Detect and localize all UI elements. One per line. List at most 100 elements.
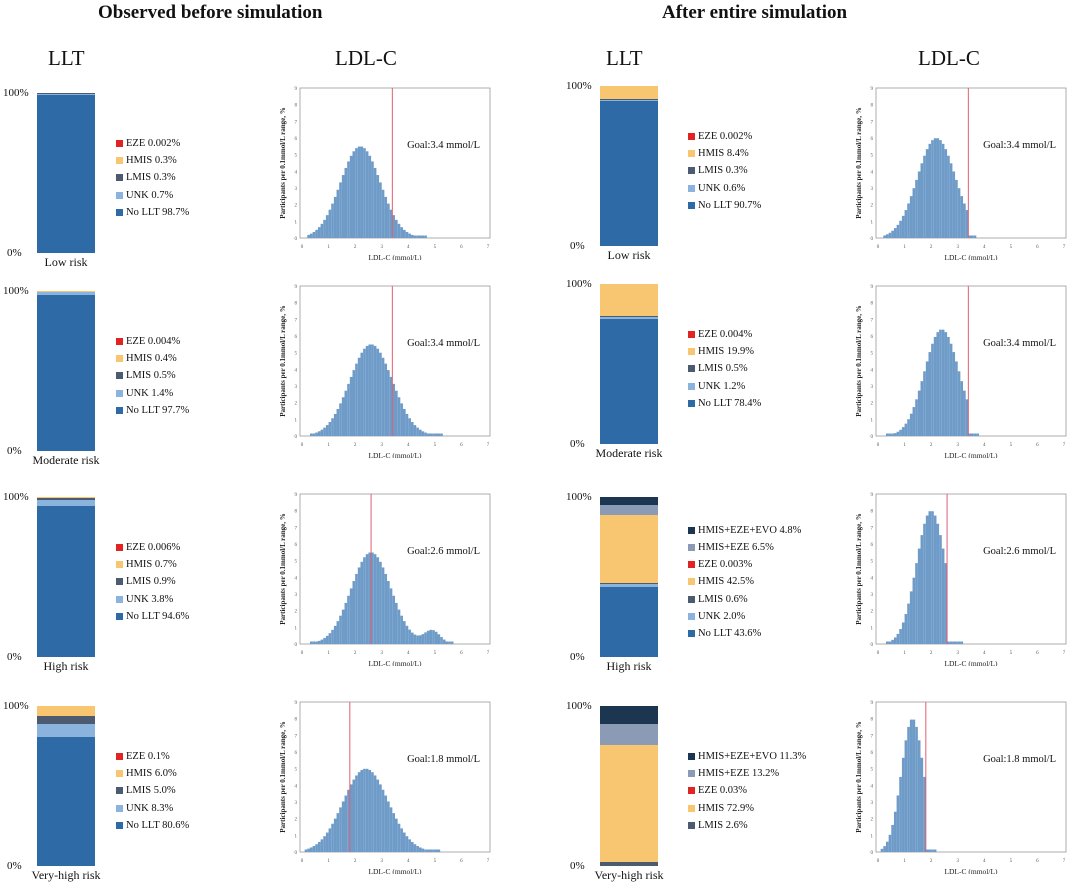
histogram-bar [440, 433, 443, 436]
y-tick-label: 4 [295, 784, 298, 789]
legend-label: EZE 0.03% [698, 785, 747, 797]
bar-segment-no-llt [37, 505, 95, 657]
axis-label-0: 0% [7, 445, 22, 457]
y-axis-label: Participants per 0.1mmol/L range, % [855, 721, 863, 832]
histogram-bar [328, 828, 332, 852]
legend-swatch [116, 191, 123, 199]
histogram-bar [395, 818, 398, 852]
histogram-bar [352, 370, 356, 436]
legend-swatch [688, 184, 695, 192]
goal-label: Goal:1.8 mmol/L [983, 754, 1056, 765]
histogram-bar [309, 433, 313, 436]
x-tick-label: 3 [380, 443, 383, 448]
x-tick-label: 2 [354, 651, 357, 656]
legend-swatch [688, 382, 695, 390]
histogram-bar [917, 171, 921, 238]
axis-label-100: 100% [3, 491, 29, 503]
ldl-histogram: 0 1 2 3 4 5 6 7 0 1 2 3 4 5 6 7 8 9 Goal:3.4 mmol/L LDL-C (… [279, 285, 491, 458]
x-tick-label: 7 [487, 443, 490, 448]
histogram-bar [389, 376, 393, 436]
legend-swatch [116, 753, 123, 761]
histogram-bar [373, 167, 377, 238]
x-tick-label: 3 [380, 859, 383, 864]
goal-label: Goal:3.4 mmol/L [407, 338, 480, 349]
histogram-bar [344, 167, 348, 238]
histogram-bar [933, 336, 937, 436]
legend-swatch [688, 595, 695, 603]
histogram-bar [312, 641, 316, 644]
bar-segment-no-llt [37, 294, 95, 451]
legend: EZE 0.004% HMIS 0.4% LMIS 0.5% UNK 1.4% No L… [116, 333, 189, 419]
y-tick-label: 4 [871, 368, 874, 373]
histogram-bar [912, 577, 916, 644]
y-tick-label: 8 [295, 718, 298, 723]
stacked-bar [37, 93, 95, 253]
y-tick-label: 1 [295, 626, 298, 631]
histogram-bar [413, 634, 417, 644]
histogram-bar [434, 631, 438, 644]
histogram-bar [400, 403, 403, 436]
histogram-bar [925, 361, 929, 436]
histogram-bar [320, 839, 324, 852]
legend-item: EZE 0.002% [688, 128, 761, 145]
histogram-bar [363, 148, 366, 238]
histogram-bar [402, 621, 406, 644]
x-tick-label: 4 [407, 443, 410, 448]
y-tick-label: 6 [295, 137, 298, 142]
histogram-bar [402, 408, 406, 436]
legend-item: EZE 0.1% [116, 748, 189, 765]
histogram-bar [368, 769, 372, 852]
x-tick-label: 0 [877, 245, 880, 250]
axis-label-100: 100% [566, 491, 592, 503]
bar-segment-unk [600, 316, 658, 319]
bar-segment-no-llt [37, 737, 95, 866]
risk-label: Moderate risk [595, 446, 663, 460]
histogram-bar [920, 535, 924, 644]
legend-swatch [116, 389, 123, 397]
bar-segment-hmis [600, 284, 658, 316]
legend-swatch [688, 365, 695, 373]
legend-swatch [116, 406, 123, 414]
legend: EZE 0.002% HMIS 8.4% LMIS 0.3% UNK 0.6% No L… [688, 128, 761, 214]
legend-item: HMIS+EZE 6.5% [688, 539, 801, 556]
y-tick-label: 0 [295, 643, 298, 648]
histogram-bar [392, 595, 395, 644]
legend-label: HMIS+EZE+EVO 11.3% [698, 751, 807, 763]
x-tick-label: 6 [1036, 859, 1039, 864]
y-tick-label: 8 [295, 510, 298, 515]
histogram-bar [904, 423, 908, 436]
histogram-bar [424, 235, 427, 238]
legend-swatch [688, 544, 695, 552]
legend-item: No LLT 94.6% [116, 608, 189, 625]
axis-label-0: 0% [570, 860, 585, 872]
histogram-bar [392, 813, 395, 852]
histogram-bar [901, 427, 905, 436]
histogram-bar [923, 155, 926, 238]
histogram-bar [896, 224, 900, 238]
x-tick-label: 0 [877, 859, 880, 864]
legend-label: HMIS 6.0% [126, 768, 177, 780]
bar-segment-hmis [37, 497, 95, 499]
histogram-bar [317, 431, 321, 436]
histogram-bar [408, 233, 411, 238]
histogram-bar [928, 849, 932, 852]
histogram-bar [907, 603, 910, 644]
histogram-bar [360, 769, 364, 852]
histogram-bar [339, 615, 342, 644]
histogram-bar [333, 818, 337, 852]
histogram-bar [437, 433, 441, 436]
histogram-bar [392, 383, 395, 436]
bar-segment-hmis-eze-evo [600, 706, 658, 725]
histogram-bar [440, 637, 443, 644]
legend-swatch [116, 174, 123, 182]
bar-segment-lmis [37, 291, 95, 293]
histogram-bar [323, 637, 326, 644]
legend-label: LMIS 5.0% [126, 785, 176, 797]
histogram-bar [376, 175, 380, 238]
x-tick-label: 5 [434, 859, 437, 864]
legend-label: UNK 0.6% [698, 182, 746, 194]
stacked-bar [37, 706, 95, 866]
bar-segment-no-llt [600, 318, 658, 444]
legend-swatch [688, 399, 695, 407]
legend-item: No LLT 90.7% [688, 197, 761, 214]
